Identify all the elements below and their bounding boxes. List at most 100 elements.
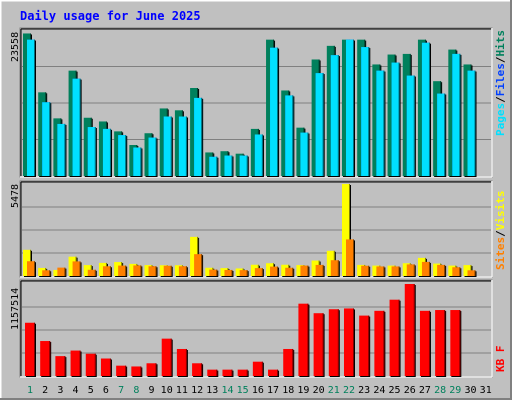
legend-separator [494, 352, 507, 359]
x-tick-label: 24 [373, 385, 385, 396]
bar-pages [194, 97, 204, 177]
x-tick-label: 25 [389, 385, 401, 396]
bar-sites [42, 270, 52, 277]
bar-sites [452, 267, 462, 277]
bar-kbytes [192, 363, 204, 377]
x-tick-label: 12 [191, 385, 203, 396]
svg-text:Pages/Files/Hits: Pages/Files/Hits [494, 30, 507, 136]
x-tick-label: 13 [206, 385, 218, 396]
bar-sites [72, 261, 82, 277]
bar-kbytes [116, 365, 128, 377]
bar-sites [437, 264, 447, 277]
x-tick-label: 23 [358, 385, 370, 396]
panel-kbytes: 1157514 [10, 279, 493, 378]
bar-sites [345, 239, 355, 277]
bar-pages [270, 47, 280, 177]
x-tick-label: 26 [404, 385, 416, 396]
bar-kbytes [313, 313, 325, 377]
bar-pages [467, 70, 477, 177]
bar-sites [254, 268, 264, 277]
bar-kbytes [435, 310, 447, 377]
bar-sites [57, 267, 67, 277]
bar-pages [452, 53, 462, 178]
bars-visits-sites [23, 184, 477, 277]
x-tick-label: 22 [343, 385, 355, 396]
bar-pages [87, 127, 97, 177]
ymax-label-visits: 5478 [10, 184, 21, 208]
x-tick-label: 30 [464, 385, 476, 396]
bar-sites [118, 265, 128, 277]
bar-sites [300, 265, 310, 277]
legend-visits: Visits [494, 191, 507, 231]
bar-pages [391, 62, 401, 177]
x-tick-label: 17 [267, 385, 279, 396]
bar-sites [239, 270, 249, 277]
x-tick-label: 3 [57, 385, 63, 396]
legend-visits-sites: Sites/Visits [494, 191, 507, 271]
panel-hits-files-pages: 23558 [10, 27, 493, 178]
legend-pages: Pages [494, 103, 507, 136]
x-tick-label: 1 [27, 385, 33, 396]
bar-kbytes [343, 308, 355, 377]
legend-sites: Sites [494, 237, 507, 270]
bar-pages [163, 116, 173, 177]
x-tick-label: 21 [328, 385, 340, 396]
bar-sites [224, 269, 234, 277]
legend-hits-files-pages: Pages/Files/Hits [494, 30, 507, 136]
bar-pages [330, 55, 340, 177]
bar-kbytes [419, 310, 431, 377]
bar-sites [406, 264, 416, 277]
bar-kbytes [374, 310, 386, 377]
ymax-label-kbytes: 1157514 [10, 288, 21, 330]
bar-pages [345, 39, 355, 178]
bar-sites [27, 261, 36, 277]
bar-kbytes [328, 309, 340, 377]
x-tick-label: 28 [434, 385, 446, 396]
bar-kbytes [222, 369, 234, 377]
bar-pages [285, 95, 295, 177]
grid-visits-sites [22, 206, 491, 254]
bar-pages [178, 116, 188, 177]
x-tick-label: 6 [103, 385, 109, 396]
svg-text:KB F: KB F [494, 346, 507, 373]
x-tick-label: 15 [237, 385, 249, 396]
legend-separator: / [494, 230, 507, 237]
bar-sites [148, 266, 158, 277]
bar-kbytes [237, 369, 249, 377]
legend-hits: Hits [494, 30, 507, 57]
bar-pages [315, 73, 325, 177]
bar-pages [361, 47, 371, 177]
bar-kbytes [268, 369, 280, 377]
bar-pages [437, 93, 447, 177]
bar-sites [102, 266, 112, 277]
x-tick-label: 19 [297, 385, 309, 396]
legend-kbytes: KB F [494, 346, 507, 373]
bar-pages [376, 70, 386, 177]
bar-sites [391, 266, 401, 277]
bar-kbytes [70, 350, 82, 377]
x-tick-label: 16 [252, 385, 264, 396]
x-tick-label: 14 [221, 385, 233, 396]
x-tick-label: 5 [88, 385, 94, 396]
x-tick-label: 18 [282, 385, 294, 396]
bar-kbytes [146, 363, 158, 377]
bar-pages [118, 135, 128, 177]
bar-sites [209, 269, 219, 277]
bar-pages [102, 128, 112, 177]
bar-kbytes [100, 358, 112, 377]
x-tick-label: 10 [161, 385, 173, 396]
bar-kbytes [161, 338, 173, 377]
bar-sites [330, 260, 340, 277]
x-tick-label: 4 [73, 385, 79, 396]
bar-kbytes [389, 299, 401, 377]
bar-kbytes [85, 353, 97, 377]
bar-kbytes [40, 341, 52, 377]
x-tick-label: 7 [118, 385, 124, 396]
bar-kbytes [55, 356, 67, 377]
x-tick-label: 20 [313, 385, 325, 396]
bar-pages [42, 102, 52, 177]
legend-files: Files [494, 63, 507, 96]
bar-sites [87, 269, 97, 277]
bar-sites [467, 270, 477, 277]
